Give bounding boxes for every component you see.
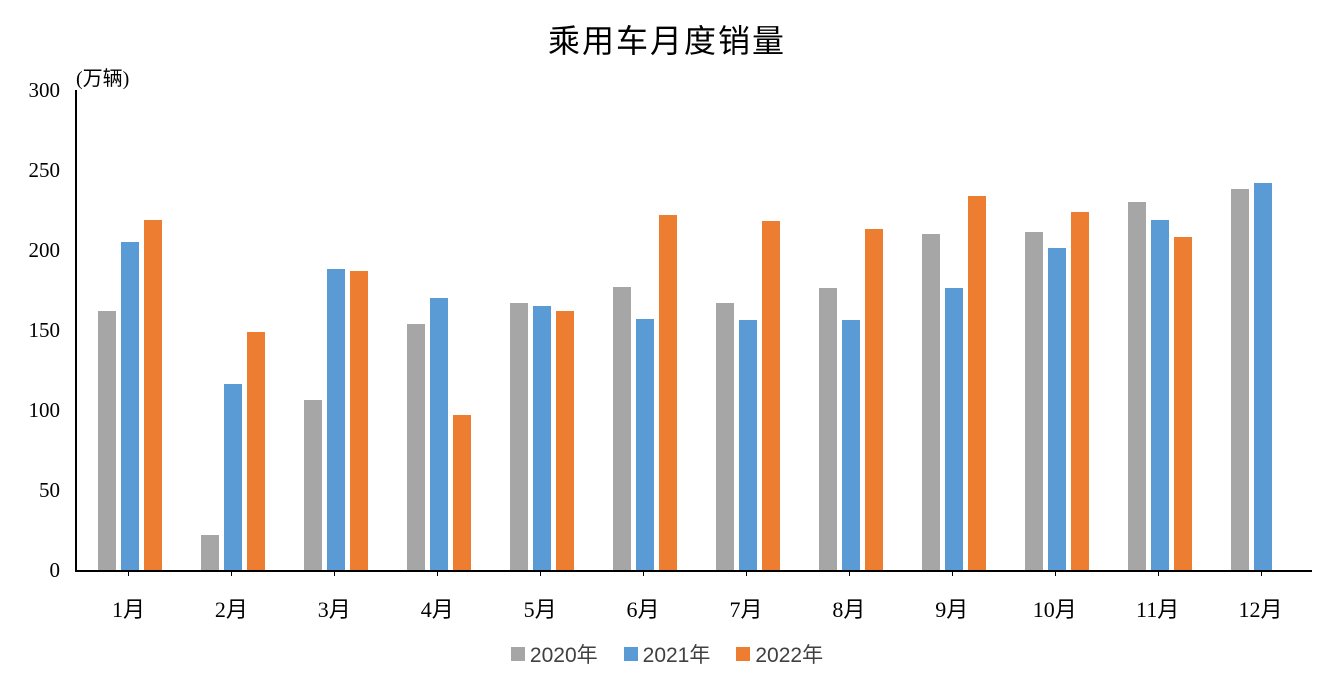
legend-label: 2021年 (642, 644, 711, 667)
x-axis-tick-label: 12月 (1238, 597, 1283, 622)
bar-group (613, 214, 678, 570)
legend-item-2021年: 2021年 (623, 639, 711, 669)
bar-2021年 (327, 269, 346, 570)
bar-2021年 (636, 318, 655, 570)
bar-2021年 (944, 288, 963, 570)
x-axis-tick-label: 11月 (1136, 597, 1180, 622)
x-axis-tick-mark (540, 572, 542, 576)
x-axis-tick-label: 1月 (111, 597, 145, 622)
bar-group (715, 221, 780, 570)
x-axis-tick-mark (437, 572, 439, 576)
bar-2021年 (1253, 182, 1272, 570)
legend: 2020年 2021年 2022年 (0, 639, 1334, 669)
bar-group (201, 331, 266, 570)
x-axis-tick-mark (1260, 572, 1262, 576)
bar-2021年 (224, 384, 243, 570)
bar-group (510, 302, 575, 570)
x-axis-tick-mark (1054, 572, 1056, 576)
bar-group (921, 195, 986, 570)
bar-2020年 (1127, 202, 1146, 570)
bar-2021年 (533, 306, 552, 570)
bar-group (304, 269, 369, 570)
legend-label: 2022年 (755, 644, 824, 667)
x-axis-tick-mark (951, 572, 953, 576)
x-axis-tick-label: 10月 (1032, 597, 1077, 622)
legend-item-2020年: 2020年 (510, 639, 598, 669)
bar-2020年 (201, 534, 220, 570)
y-axis-tick-label: 100 (28, 398, 61, 422)
x-axis-tick-mark (334, 572, 336, 576)
bar-group (98, 219, 163, 570)
bar-2020年 (98, 310, 117, 570)
bar-2021年 (430, 298, 449, 570)
legend-swatch (510, 647, 525, 661)
y-axis-tick-label: 0 (49, 558, 61, 582)
bar-2022年 (247, 331, 266, 570)
bar-2020年 (613, 286, 632, 570)
bar-group (1230, 182, 1295, 570)
bar-2022年 (761, 221, 780, 570)
x-axis-tick-mark (745, 572, 747, 576)
y-axis-tick-label: 200 (28, 238, 61, 262)
legend-swatch (736, 647, 751, 661)
x-axis-tick-label: 4月 (420, 597, 454, 622)
chart-title: 乘用车月度销量 (547, 23, 786, 59)
bar-2022年 (144, 219, 163, 570)
legend-swatch (623, 647, 638, 661)
bar-group (407, 298, 472, 570)
bar-2020年 (304, 400, 323, 570)
bar-2022年 (864, 229, 883, 570)
bar-2020年 (715, 302, 734, 570)
bar-2021年 (121, 242, 140, 570)
bar-2022年 (453, 414, 472, 570)
bar-2020年 (1024, 232, 1043, 570)
legend-label: 2020年 (529, 644, 598, 667)
legend-item-2022年: 2022年 (736, 639, 823, 669)
x-axis-tick-label: 5月 (523, 597, 557, 622)
bar-2020年 (1230, 189, 1249, 570)
y-axis-tick-label: 150 (28, 318, 61, 342)
bar-2022年 (967, 195, 986, 570)
x-axis-tick-mark (1157, 572, 1159, 576)
bar-2022年 (1173, 237, 1192, 570)
bar-2020年 (407, 323, 426, 570)
y-axis-tick-label: 300 (28, 78, 61, 102)
y-axis-unit-label: (万辆) (76, 68, 130, 90)
bar-2022年 (556, 310, 575, 570)
x-axis-tick-label: 7月 (729, 597, 763, 622)
bar-2021年 (1047, 248, 1066, 570)
bar-2022年 (1070, 211, 1089, 570)
bar-group (1127, 202, 1192, 570)
plot-area (75, 90, 1312, 572)
y-axis-tick-label: 250 (28, 158, 61, 182)
x-axis-tick-label: 2月 (214, 597, 248, 622)
x-axis-tick-mark (643, 572, 645, 576)
bar-2020年 (510, 302, 529, 570)
x-axis-tick-label: 9月 (935, 597, 969, 622)
bar-2021年 (841, 320, 860, 570)
bar-2021年 (1150, 219, 1169, 570)
x-axis-tick-label: 8月 (832, 597, 866, 622)
bar-2020年 (818, 288, 837, 570)
x-axis-tick-label: 6月 (626, 597, 660, 622)
x-axis-tick-mark (848, 572, 850, 576)
x-axis-tick-label: 3月 (317, 597, 351, 622)
bar-2021年 (738, 320, 757, 570)
bar-group (1024, 211, 1089, 570)
x-axis-tick-mark (128, 572, 130, 576)
bar-2020年 (921, 234, 940, 570)
x-axis-tick-mark (231, 572, 233, 576)
bar-2022年 (350, 270, 369, 570)
bar-group (818, 229, 883, 570)
y-axis-tick-label: 50 (39, 478, 60, 502)
bar-2022年 (659, 214, 678, 570)
